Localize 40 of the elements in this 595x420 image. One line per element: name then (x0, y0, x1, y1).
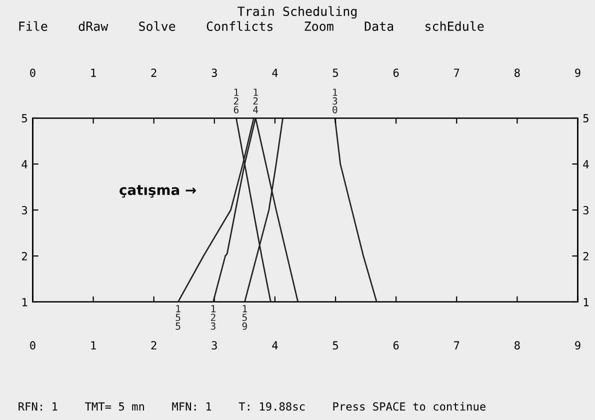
series-label: 123 (210, 305, 216, 330)
chart-title: Train Scheduling (238, 6, 357, 19)
x-tick-label: 3 (212, 341, 217, 350)
x2-tick-label: 6 (393, 68, 399, 77)
series-label: 155 (176, 305, 180, 330)
y-tick-label: 4 (22, 160, 28, 168)
y2-tick-label: 3 (583, 206, 588, 214)
y2-tick-label: 1 (584, 298, 589, 306)
series-label: 159 (242, 305, 247, 330)
x-tick-label: 6 (393, 341, 399, 350)
series-label: 130 (332, 88, 338, 114)
text: File dRaw Solve Conflicts Zoom Data schEdule (19, 21, 484, 31)
y-tick-label: 2 (22, 252, 27, 260)
annotation: çatışma → (120, 185, 196, 198)
x-tick-label: 1 (91, 341, 96, 350)
y2-tick-label: 4 (583, 160, 589, 168)
x2-tick-label: 8 (514, 68, 520, 77)
x2-tick-label: 4 (272, 68, 278, 77)
y-tick-label: 3 (22, 206, 28, 214)
x2-tick-label: 9 (575, 68, 580, 77)
text: RFN: 1 TMT= 5 mn MFN: 1 T: 19.88sc Press SPACE to continue (18, 402, 486, 411)
x-tick-label: 2 (151, 341, 156, 350)
x-tick-label: 4 (272, 341, 278, 350)
x-tick-label: 9 (575, 341, 580, 350)
x2-tick-label: 7 (454, 68, 460, 77)
y2-tick-label: 5 (583, 114, 588, 122)
y-tick-label: 5 (22, 114, 27, 122)
x-tick-label: 5 (332, 341, 338, 350)
y-tick-label: 1 (22, 298, 28, 306)
x2-tick-label: 1 (91, 68, 96, 77)
x2-tick-label: 2 (151, 68, 156, 77)
series-label: 124 (253, 88, 258, 114)
x2-tick-label: 5 (332, 68, 338, 77)
x-tick-label: 8 (514, 341, 520, 350)
x2-tick-label: 0 (30, 68, 36, 77)
y2-tick-label: 2 (583, 252, 588, 260)
x-tick-label: 0 (30, 341, 36, 350)
series-label: 126 (234, 88, 238, 114)
x2-tick-label: 3 (212, 68, 217, 77)
x-tick-label: 7 (454, 341, 460, 350)
